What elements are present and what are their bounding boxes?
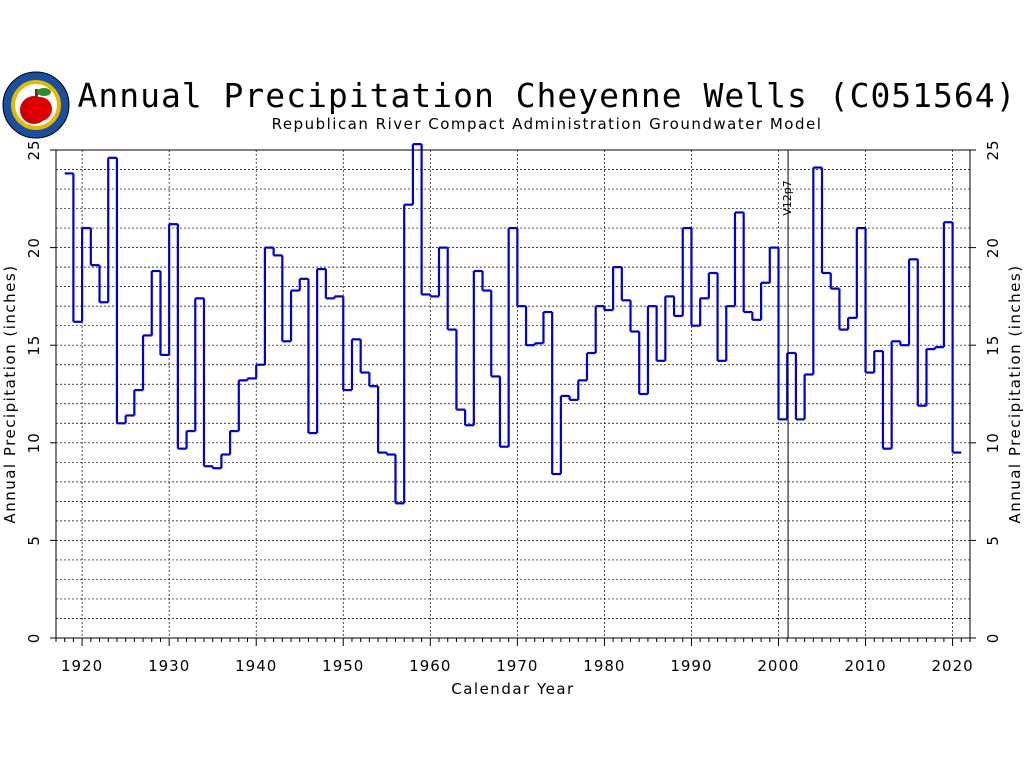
- x-tick-label: 2000: [757, 657, 799, 675]
- y-tick-label-left: 5: [25, 535, 43, 546]
- chart-title: Annual Precipitation Cheyenne Wells (C05…: [77, 76, 1016, 115]
- grid-lines: [56, 150, 970, 638]
- x-tick-label: 2010: [844, 657, 886, 675]
- x-tick-label: 1950: [322, 657, 364, 675]
- y-axis-label-right: Annual Precipitation (inches): [1006, 264, 1024, 523]
- series-layer: [64, 143, 962, 505]
- x-tick-label: 1960: [409, 657, 451, 675]
- x-tick-label: 2020: [931, 657, 973, 675]
- y-tick-label-right: 20: [984, 237, 1002, 258]
- x-tick-label: 1940: [235, 657, 277, 675]
- y-tick-label-right: 5: [984, 535, 1002, 546]
- annotation-label: V12p7: [781, 180, 794, 216]
- y-tick-label-left: 25: [25, 139, 43, 160]
- y-axis-label-left: Annual Precipitation (inches): [1, 264, 19, 523]
- y-tick-label-right: 25: [984, 139, 1002, 160]
- y-tick-label-left: 0: [25, 633, 43, 644]
- x-axis-label: Calendar Year: [451, 680, 574, 698]
- x-tick-label: 1920: [61, 657, 103, 675]
- annotation: V12p7: [781, 150, 794, 638]
- y-tick-label-right: 15: [984, 335, 1002, 356]
- y-tick-label-left: 20: [25, 237, 43, 258]
- plot-frame: [55, 149, 971, 639]
- x-tick-label: 1970: [496, 657, 538, 675]
- seal-logo-icon: [2, 71, 70, 139]
- x-tick-label: 1990: [670, 657, 712, 675]
- x-tick-label: 1930: [148, 657, 190, 675]
- y-tick-label-left: 10: [25, 432, 43, 453]
- y-tick-label-right: 10: [984, 432, 1002, 453]
- chart-subtitle: Republican River Compact Administration …: [272, 115, 823, 133]
- y-tick-label-left: 15: [25, 335, 43, 356]
- y-tick-label-right: 0: [984, 633, 1002, 644]
- x-tick-label: 1980: [583, 657, 625, 675]
